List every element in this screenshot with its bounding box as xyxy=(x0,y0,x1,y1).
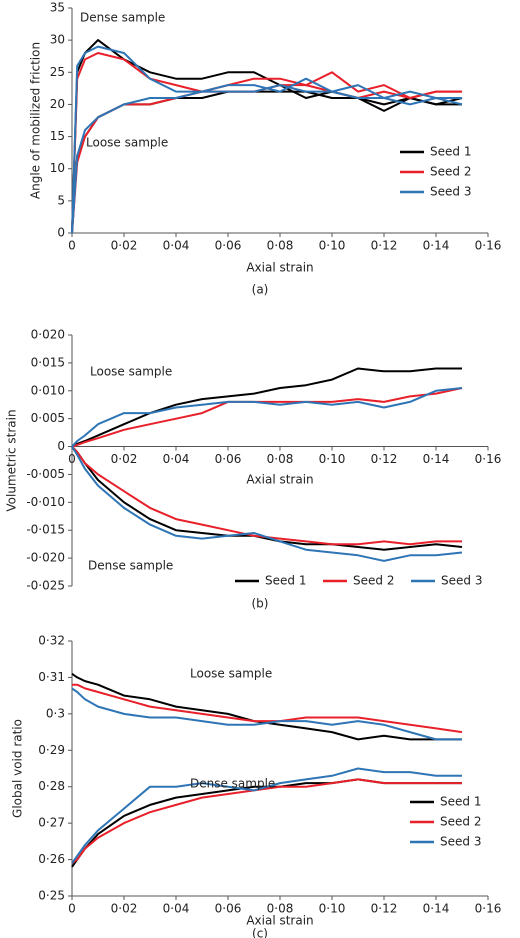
series-line xyxy=(71,687,462,741)
panel-label: (b) xyxy=(252,597,269,611)
x-axis-label: Axial strain xyxy=(246,914,313,928)
y-tick-label: 35 xyxy=(50,1,65,15)
y-tick-label: -0·020 xyxy=(26,551,65,565)
y-tick-label: 0·010 xyxy=(31,383,65,397)
y-tick-label: 0·020 xyxy=(31,328,65,342)
annotation: Loose sample xyxy=(90,365,172,379)
x-tick-label: 0·04 xyxy=(163,452,190,466)
x-tick-label: 0 xyxy=(68,239,76,253)
y-axis-label: Angle of mobilized friction xyxy=(29,42,43,199)
y-tick-label: 0·28 xyxy=(38,779,65,793)
x-tick-label: 0·16 xyxy=(475,452,502,466)
y-tick-label: 0·32 xyxy=(38,634,65,648)
legend-label: Seed 1 xyxy=(430,145,471,159)
x-tick-label: 0·02 xyxy=(111,452,138,466)
annotation: Loose sample xyxy=(190,667,272,681)
y-tick-label: -0·025 xyxy=(26,579,65,593)
y-tick-label: 0·25 xyxy=(38,889,65,903)
y-tick-label: -0·010 xyxy=(26,495,65,509)
x-tick-label: 0·02 xyxy=(111,239,138,253)
x-tick-label: 0·08 xyxy=(267,902,294,916)
series-line xyxy=(71,84,462,234)
x-tick-label: 0·12 xyxy=(371,902,398,916)
x-tick-label: 0·12 xyxy=(371,452,398,466)
x-tick-label: 0·16 xyxy=(475,239,502,253)
y-tick-label: 15 xyxy=(50,129,65,143)
series-line xyxy=(71,387,463,448)
x-tick-label: 0 xyxy=(68,452,76,466)
legend-label: Seed 2 xyxy=(353,574,394,588)
annotation: Loose sample xyxy=(86,136,168,150)
series-line xyxy=(71,778,462,865)
x-tick-label: 0·04 xyxy=(163,902,190,916)
y-tick-label: -0·005 xyxy=(26,467,65,481)
series-line xyxy=(71,446,463,562)
x-tick-label: 0·02 xyxy=(111,902,138,916)
legend-label: Seed 3 xyxy=(440,835,481,849)
x-tick-label: 0·12 xyxy=(371,239,398,253)
x-tick-label: 0·14 xyxy=(423,239,450,253)
series-line xyxy=(71,387,463,448)
y-tick-label: -0·015 xyxy=(26,523,65,537)
x-tick-label: 0·08 xyxy=(267,239,294,253)
y-tick-label: 20 xyxy=(50,97,65,111)
series-line xyxy=(72,683,463,734)
x-tick-label: 0·06 xyxy=(215,902,242,916)
series-line xyxy=(71,367,462,448)
series-line xyxy=(71,84,462,234)
y-tick-label: 0·26 xyxy=(38,852,65,866)
y-tick-label: 0·015 xyxy=(31,355,65,369)
panel-label: (a) xyxy=(252,283,269,297)
legend-label: Seed 1 xyxy=(440,795,481,809)
annotation: Dense sample xyxy=(80,11,165,25)
y-tick-label: 30 xyxy=(50,33,65,47)
annotation: Dense sample xyxy=(88,559,173,573)
legend-label: Seed 3 xyxy=(441,574,482,588)
x-tick-label: 0·10 xyxy=(319,239,346,253)
series-line xyxy=(71,445,463,551)
x-tick-label: 0·14 xyxy=(423,452,450,466)
series-line xyxy=(71,45,463,234)
series-line xyxy=(71,90,463,234)
y-tick-label: 0 xyxy=(57,439,65,453)
x-tick-label: 0·14 xyxy=(423,902,450,916)
y-tick-label: 0·005 xyxy=(31,411,65,425)
series-line xyxy=(71,767,462,864)
x-tick-label: 0·10 xyxy=(319,902,346,916)
legend-label: Seed 2 xyxy=(440,815,481,829)
panel-label: (c) xyxy=(252,927,268,938)
x-tick-label: 0·06 xyxy=(215,239,242,253)
y-tick-label: 25 xyxy=(50,65,65,79)
x-tick-label: 0 xyxy=(68,902,76,916)
y-tick-label: 10 xyxy=(50,161,65,175)
x-axis-label: Axial strain xyxy=(246,261,313,275)
y-tick-label: 0 xyxy=(57,226,65,240)
annotation: Dense sample xyxy=(190,777,275,791)
series-line xyxy=(71,778,462,868)
legend-label: Seed 1 xyxy=(265,574,306,588)
y-tick-label: 5 xyxy=(57,193,65,207)
legend-label: Seed 3 xyxy=(430,185,471,199)
x-axis-label: Axial strain xyxy=(246,473,313,487)
series-line xyxy=(71,39,462,234)
x-tick-label: 0·10 xyxy=(319,452,346,466)
y-tick-label: 0·31 xyxy=(38,670,65,684)
x-tick-label: 0·06 xyxy=(215,452,242,466)
y-axis-label: Volumetric strain xyxy=(5,409,19,511)
x-tick-label: 0·16 xyxy=(475,902,502,916)
x-tick-label: 0·08 xyxy=(267,452,294,466)
series-line xyxy=(71,445,462,546)
legend-label: Seed 2 xyxy=(430,165,471,179)
x-tick-label: 0·04 xyxy=(163,239,190,253)
y-axis-label: Global void ratio xyxy=(11,719,25,818)
y-tick-label: 0·3 xyxy=(46,706,65,720)
y-tick-label: 0·29 xyxy=(38,743,65,757)
series-line xyxy=(71,672,462,741)
y-tick-label: 0·27 xyxy=(38,816,65,830)
series-line xyxy=(71,52,462,234)
